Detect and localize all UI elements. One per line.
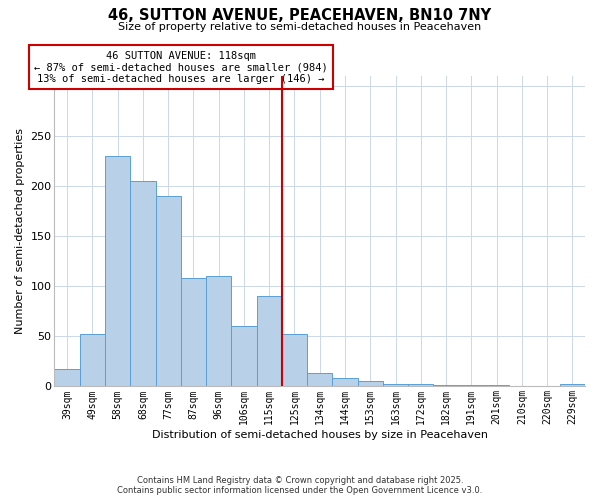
Bar	[358, 382, 383, 386]
Bar	[257, 296, 282, 386]
Bar	[383, 384, 408, 386]
Bar	[130, 181, 155, 386]
Bar	[232, 326, 257, 386]
Bar	[206, 276, 232, 386]
Bar	[55, 370, 80, 386]
Bar	[155, 196, 181, 386]
Bar	[181, 278, 206, 386]
Bar	[307, 374, 332, 386]
Bar	[332, 378, 358, 386]
Bar	[560, 384, 585, 386]
Bar	[408, 384, 433, 386]
Text: Size of property relative to semi-detached houses in Peacehaven: Size of property relative to semi-detach…	[118, 22, 482, 32]
Bar	[80, 334, 105, 386]
Text: 46 SUTTON AVENUE: 118sqm
← 87% of semi-detached houses are smaller (984)
13% of : 46 SUTTON AVENUE: 118sqm ← 87% of semi-d…	[34, 50, 328, 84]
Bar	[105, 156, 130, 386]
Text: 46, SUTTON AVENUE, PEACEHAVEN, BN10 7NY: 46, SUTTON AVENUE, PEACEHAVEN, BN10 7NY	[109, 8, 491, 22]
Bar	[282, 334, 307, 386]
X-axis label: Distribution of semi-detached houses by size in Peacehaven: Distribution of semi-detached houses by …	[152, 430, 488, 440]
Text: Contains HM Land Registry data © Crown copyright and database right 2025.
Contai: Contains HM Land Registry data © Crown c…	[118, 476, 482, 495]
Y-axis label: Number of semi-detached properties: Number of semi-detached properties	[15, 128, 25, 334]
